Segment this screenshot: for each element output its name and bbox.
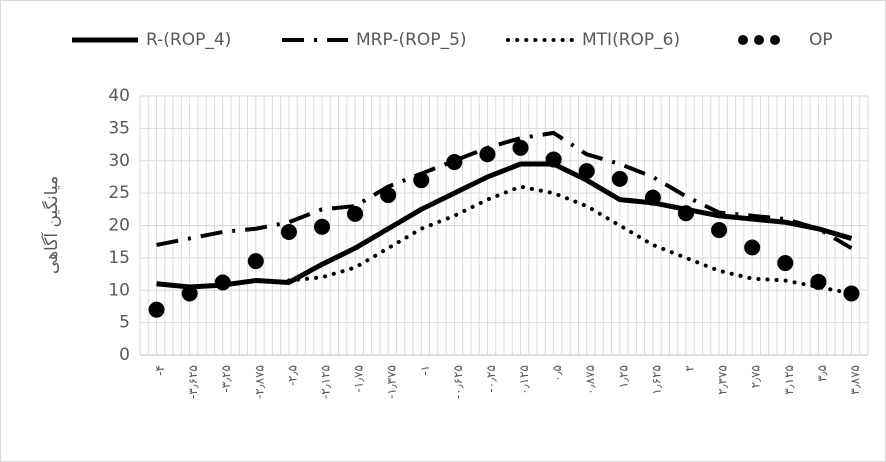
legend-marker	[738, 35, 748, 45]
x-tick-label: ۱٫۲۵	[616, 365, 630, 388]
y-tick-label: 20	[108, 216, 130, 236]
point	[479, 146, 496, 163]
point	[512, 139, 529, 156]
y-tick-label: 25	[108, 183, 130, 203]
legend-marker	[754, 35, 764, 45]
x-tick-label: ۳٫۵	[815, 365, 829, 382]
point	[314, 218, 330, 235]
point	[611, 170, 628, 187]
y-tick-label: 0	[119, 345, 130, 365]
point	[446, 154, 463, 171]
series-line	[156, 130, 853, 250]
x-tick-label: -۳٫۲۵	[219, 365, 233, 393]
x-tick-label: ۲٫۷۵	[749, 365, 763, 388]
point	[744, 239, 761, 256]
y-tick-label: 40	[108, 86, 130, 106]
x-tick-label: -۱٫۷۵	[352, 365, 366, 393]
point	[644, 189, 661, 206]
y-tick-label: 35	[108, 118, 130, 138]
x-tick-label: -۲٫۸۷۵	[252, 365, 266, 399]
x-tick-label: -۳٫۶۲۵	[186, 365, 200, 399]
x-tick-label: -۲٫۱۲۵	[319, 365, 333, 399]
x-tick-label: ۲٫۳۷۵	[716, 365, 730, 395]
x-tick-label: ۱٫۶۲۵	[649, 365, 663, 395]
point	[777, 255, 794, 272]
x-tick-label: ۳٫۸۷۵	[848, 365, 862, 395]
point	[347, 205, 364, 222]
point	[678, 205, 694, 222]
x-tick-label: ۰٫۵	[550, 365, 564, 382]
series-line	[156, 161, 853, 290]
y-axis-label: میانگین آگاهی	[40, 176, 62, 274]
x-tick-label: ۰٫۸۷۵	[583, 365, 597, 395]
x-tick-label: -۰٫۶۲۵	[451, 365, 465, 399]
point	[380, 187, 397, 204]
point	[711, 222, 728, 239]
point	[843, 285, 860, 302]
x-tick-label: -۱	[418, 365, 432, 376]
point	[148, 301, 165, 318]
point	[578, 163, 595, 180]
x-tick-label: ۲	[683, 365, 697, 371]
x-tick-label: ۰٫۱۲۵	[517, 365, 531, 395]
legend-label: MRP-(ROP_5)	[356, 30, 467, 50]
y-tick-label: 30	[108, 151, 130, 171]
point	[810, 273, 827, 290]
point	[413, 172, 430, 189]
point	[214, 274, 231, 291]
x-tick-label: -۰٫۲۵	[484, 365, 498, 393]
legend-label: OP	[809, 30, 833, 50]
point	[545, 151, 562, 168]
series-line	[286, 184, 854, 296]
x-tick-label: -۴	[153, 365, 167, 376]
y-tick-label: 15	[108, 248, 130, 268]
y-tick-label: 10	[108, 280, 130, 300]
point	[181, 285, 198, 302]
y-tick-label: 5	[119, 313, 130, 333]
legend-label: MTI(ROP_6)	[582, 30, 680, 50]
legend-label: R-(ROP_4)	[146, 30, 231, 50]
x-tick-label: -۱٫۳۷۵	[385, 365, 399, 399]
legend-marker	[770, 35, 780, 45]
x-tick-label: -۲٫۵	[285, 365, 299, 386]
point	[280, 223, 297, 240]
x-tick-label: ۳٫۱۲۵	[782, 365, 796, 395]
point	[247, 253, 264, 270]
